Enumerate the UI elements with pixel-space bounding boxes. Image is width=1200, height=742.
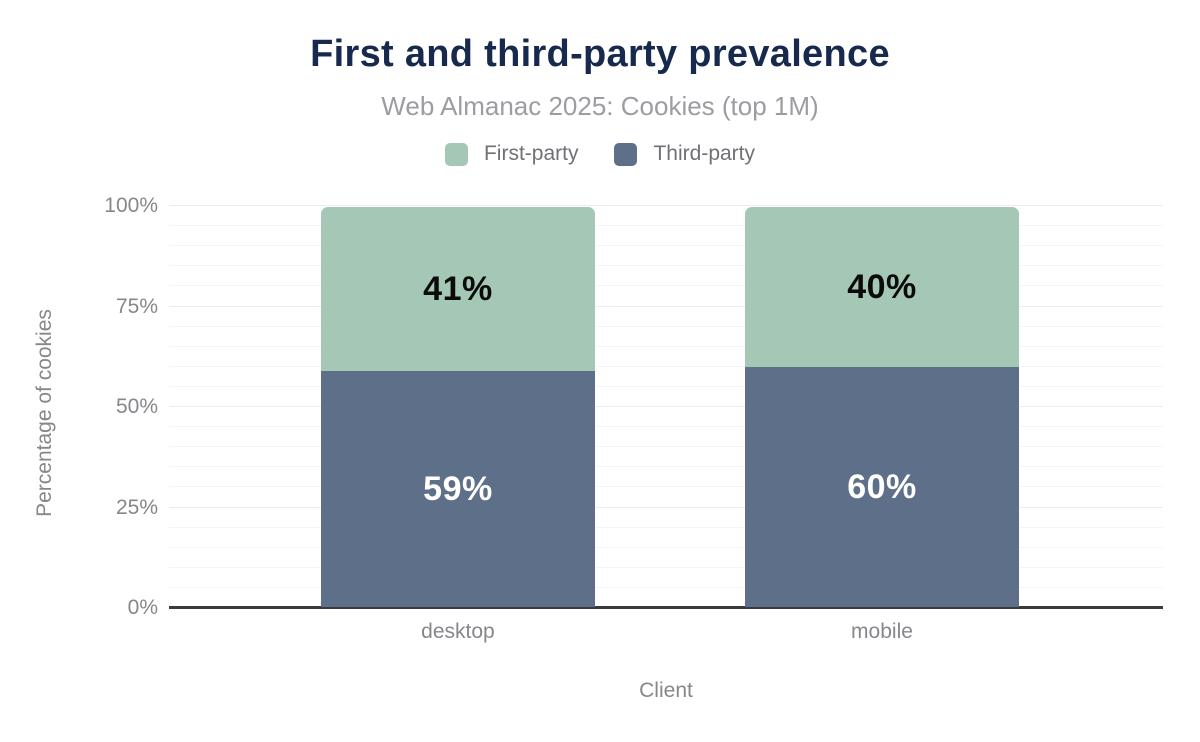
x-tick-desktop: desktop <box>421 620 495 643</box>
legend-item-first-party[interactable]: First-party <box>444 142 579 166</box>
x-tick-mobile: mobile <box>851 620 913 643</box>
gridline-5 <box>169 586 1163 588</box>
legend-label: First-party <box>483 142 579 165</box>
y-tick-0: 0% <box>127 596 158 619</box>
bar-value-label-desktop-first-party: 41% <box>423 269 493 308</box>
bar-value-label-mobile-first-party: 40% <box>847 267 917 306</box>
gridline-35 <box>169 466 1163 468</box>
gridline-50 <box>169 406 1163 407</box>
chart-title: First and third-party prevalence <box>310 33 890 75</box>
gridline-30 <box>169 486 1163 488</box>
gridline-80 <box>169 285 1163 287</box>
legend-swatch-icon <box>614 142 638 166</box>
gridline-15 <box>169 546 1163 548</box>
gridline-75 <box>169 305 1163 307</box>
x-axis-title: Client <box>639 679 693 702</box>
legend: First-party Third-party <box>0 142 1200 166</box>
legend-label: Third-party <box>653 142 756 165</box>
gridline-70 <box>169 325 1163 327</box>
gridline-45 <box>169 426 1163 428</box>
gridline-85 <box>169 265 1163 267</box>
gridline-60 <box>169 365 1163 367</box>
legend-swatch-icon <box>444 142 468 166</box>
gridline-95 <box>169 225 1163 227</box>
gridline-10 <box>169 566 1163 568</box>
bar-segment-mobile-third-party[interactable]: 60% <box>745 367 1019 607</box>
bar-desktop: 41% 59% <box>320 207 595 607</box>
bar-value-label-mobile-third-party: 60% <box>847 467 917 506</box>
y-tick-75: 75% <box>115 294 158 318</box>
x-axis-line <box>169 606 1163 609</box>
legend-item-third-party[interactable]: Third-party <box>614 142 755 166</box>
gridline-20 <box>169 526 1163 528</box>
gridline-55 <box>169 385 1163 387</box>
bar-segment-mobile-first-party[interactable]: 40% <box>745 207 1019 368</box>
bar-mobile: 40% 60% <box>745 207 1019 607</box>
chart-subtitle: Web Almanac 2025: Cookies (top 1M) <box>381 91 819 121</box>
y-tick-100: 100% <box>104 194 158 217</box>
plot-area: 41% 59% 40% 60% <box>169 205 1163 609</box>
gridline-40 <box>169 446 1163 448</box>
gridline-90 <box>169 245 1163 247</box>
gridline-25 <box>169 506 1163 508</box>
bar-segment-desktop-third-party[interactable]: 59% <box>320 371 595 607</box>
gridline-100 <box>169 205 1163 206</box>
y-tick-25: 25% <box>115 495 158 519</box>
gridline-65 <box>169 345 1163 347</box>
y-tick-50: 50% <box>115 395 158 418</box>
bar-segment-desktop-first-party[interactable]: 41% <box>320 207 595 372</box>
bar-value-label-desktop-third-party: 59% <box>423 469 493 508</box>
